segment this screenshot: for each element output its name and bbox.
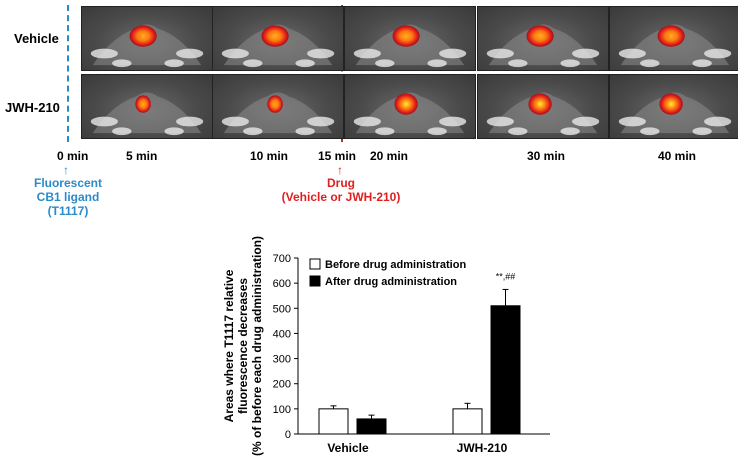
drug-note-line1: Drug: [327, 176, 355, 190]
drug-note: Drug (Vehicle or JWH-210): [276, 176, 406, 204]
imaging-panel-jwh210-2: [212, 74, 344, 139]
imaging-panel-vehicle-4: [477, 6, 609, 71]
ligand-note-line2: CB1 ligand: [36, 190, 100, 204]
y-tick-label: 600: [273, 278, 291, 290]
time-label-30: 30 min: [527, 149, 566, 163]
row-label-jwh210: JWH-210: [5, 100, 60, 115]
x-category-label: JWH-210: [457, 441, 508, 455]
significance-annotation: **,##: [496, 271, 516, 281]
ligand-note-line3: (T1117): [47, 204, 89, 218]
x-category-label: Vehicle: [327, 441, 369, 455]
imaging-panel-vehicle-3: [344, 6, 476, 71]
imaging-panel-jwh210-1: [81, 74, 213, 139]
time-label-0: 0 min: [57, 149, 89, 163]
y-axis-title-line: Areas where T1117 relative: [222, 269, 236, 422]
time-label-5: 5 min: [126, 149, 158, 163]
y-tick-label: 0: [285, 429, 291, 441]
y-tick-label: 300: [273, 354, 291, 366]
imaging-panel-vehicle-2: [212, 6, 344, 71]
drug-administration-line: [341, 5, 343, 142]
drug-arrow-icon: ↑: [337, 163, 343, 177]
y-tick-label: 100: [273, 404, 291, 416]
legend-label-before: Before drug administration: [325, 259, 466, 271]
imaging-panel-jwh210-4: [477, 74, 609, 139]
time-label-40: 40 min: [658, 149, 697, 163]
imaging-panel-jwh210-3: [344, 74, 476, 139]
bar-after-vehicle: [356, 418, 387, 435]
y-tick-label: 700: [273, 253, 291, 265]
bar-after-jwh-210: [490, 305, 521, 435]
y-axis-title-line: (% of before each drug administration): [250, 236, 264, 456]
time-label-20: 20 min: [370, 149, 409, 163]
drug-note-line2: (Vehicle or JWH-210): [281, 190, 401, 204]
time-label-15: 15 min: [318, 149, 357, 163]
y-tick-label: 500: [273, 303, 291, 315]
imaging-panel-vehicle-1: [81, 6, 213, 71]
y-tick-label: 400: [273, 328, 291, 340]
legend-swatch-before: [309, 258, 321, 270]
time-label-10: 10 min: [250, 149, 289, 163]
y-axis-title-line: fluorescence decreases: [236, 278, 250, 414]
legend-label-after: After drug administration: [325, 276, 457, 288]
imaging-panel-vehicle-5: [609, 6, 738, 71]
row-label-vehicle: Vehicle: [14, 31, 59, 46]
ligand-arrow-icon: ↑: [63, 163, 69, 177]
ligand-note: Fluorescent CB1 ligand (T1117): [28, 176, 108, 218]
fluorescence-bar-chart: 0 100 200 300 400 500 600 700 Areas where T1117 …: [222, 236, 550, 456]
y-tick-label: 200: [273, 379, 291, 391]
ligand-note-line1: Fluorescent: [33, 176, 102, 190]
ligand-injection-line: [67, 5, 69, 142]
bar-before-jwh-210: [452, 408, 483, 435]
imaging-panel-jwh210-5: [609, 74, 738, 139]
legend-swatch-after: [309, 275, 321, 287]
bar-before-vehicle: [318, 408, 349, 435]
